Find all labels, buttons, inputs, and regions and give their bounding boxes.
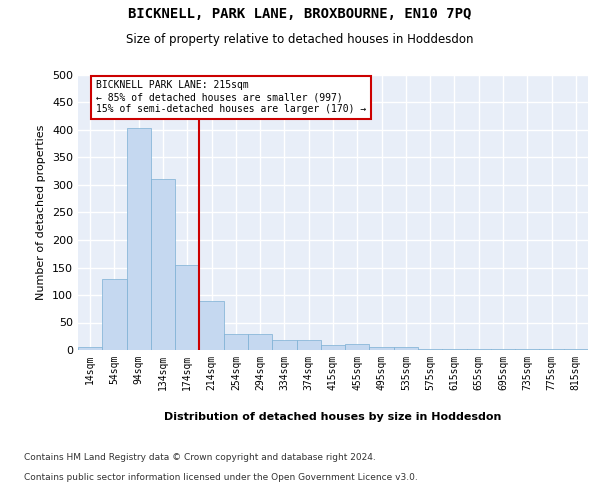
Bar <box>151 180 175 350</box>
Text: Contains public sector information licensed under the Open Government Licence v3: Contains public sector information licen… <box>24 472 418 482</box>
Bar <box>199 300 224 350</box>
Bar <box>78 347 102 350</box>
Text: Distribution of detached houses by size in Hoddesdon: Distribution of detached houses by size … <box>164 412 502 422</box>
Bar <box>248 334 272 350</box>
Bar <box>370 347 394 350</box>
Bar <box>321 344 345 350</box>
Text: BICKNELL PARK LANE: 215sqm
← 85% of detached houses are smaller (997)
15% of sem: BICKNELL PARK LANE: 215sqm ← 85% of deta… <box>96 80 367 114</box>
Bar <box>224 334 248 350</box>
Bar <box>272 340 296 350</box>
Bar <box>345 344 370 350</box>
Bar <box>102 278 127 350</box>
Bar <box>175 264 199 350</box>
Bar <box>296 340 321 350</box>
Text: Contains HM Land Registry data © Crown copyright and database right 2024.: Contains HM Land Registry data © Crown c… <box>24 452 376 462</box>
Text: Size of property relative to detached houses in Hoddesdon: Size of property relative to detached ho… <box>126 32 474 46</box>
Bar <box>394 347 418 350</box>
Text: BICKNELL, PARK LANE, BROXBOURNE, EN10 7PQ: BICKNELL, PARK LANE, BROXBOURNE, EN10 7P… <box>128 8 472 22</box>
Y-axis label: Number of detached properties: Number of detached properties <box>37 125 46 300</box>
Bar <box>127 128 151 350</box>
